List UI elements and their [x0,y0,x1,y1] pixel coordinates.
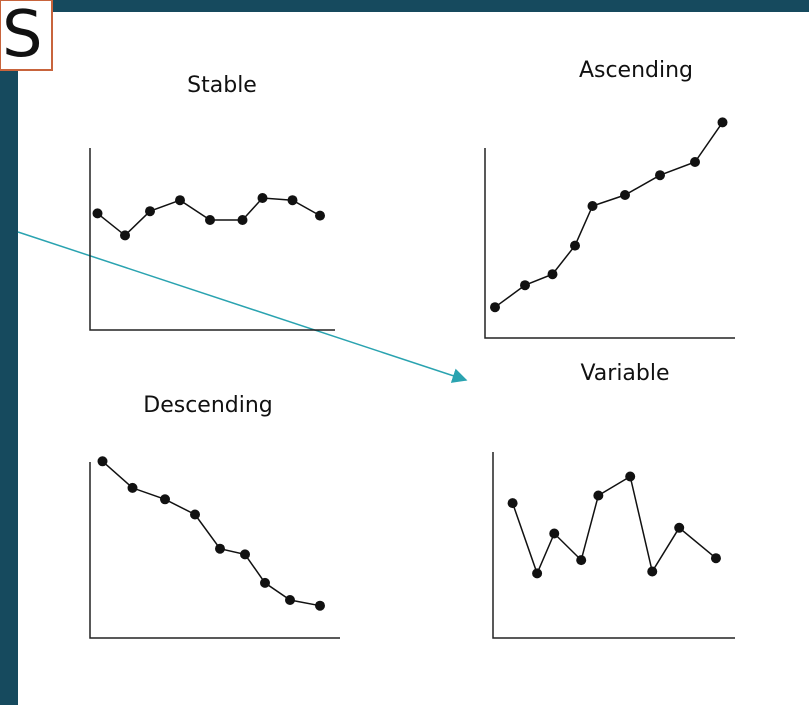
point [175,195,185,206]
title-fragment: S [2,0,43,72]
point [315,600,325,611]
point [127,482,138,493]
chart-title: Variable [580,361,669,386]
point [532,568,543,579]
point [215,543,225,554]
point [674,522,685,533]
point [257,193,268,203]
point [190,509,200,520]
axes [492,452,735,639]
point [587,201,598,211]
series-line [102,460,321,607]
point [520,280,530,291]
point [120,230,130,241]
chart-title: Ascending [579,58,693,83]
point [287,195,298,206]
point [593,490,604,501]
point [647,566,658,577]
point [92,208,103,219]
series-line [511,475,717,576]
axes [89,148,335,331]
point [655,170,665,181]
point [620,190,630,200]
chart-title: Descending [143,393,273,418]
series-line [494,121,724,308]
point [549,528,560,539]
side-band [0,0,18,705]
point [570,240,580,251]
point [205,215,215,225]
title-box [0,0,53,71]
point [260,577,270,588]
top-band [0,0,809,12]
chart-title: Stable [187,73,257,98]
point [690,157,700,167]
point [490,302,500,313]
point [97,456,108,467]
arrow [17,231,468,383]
point [160,494,170,505]
point [576,555,587,566]
point [285,595,295,605]
point [547,269,558,280]
point [507,498,518,509]
point [625,471,636,482]
point [240,549,250,560]
point [717,117,728,128]
point [237,215,248,225]
axes [89,462,340,639]
point [315,210,325,221]
axes [484,148,735,339]
point [145,206,155,217]
point [710,553,721,564]
